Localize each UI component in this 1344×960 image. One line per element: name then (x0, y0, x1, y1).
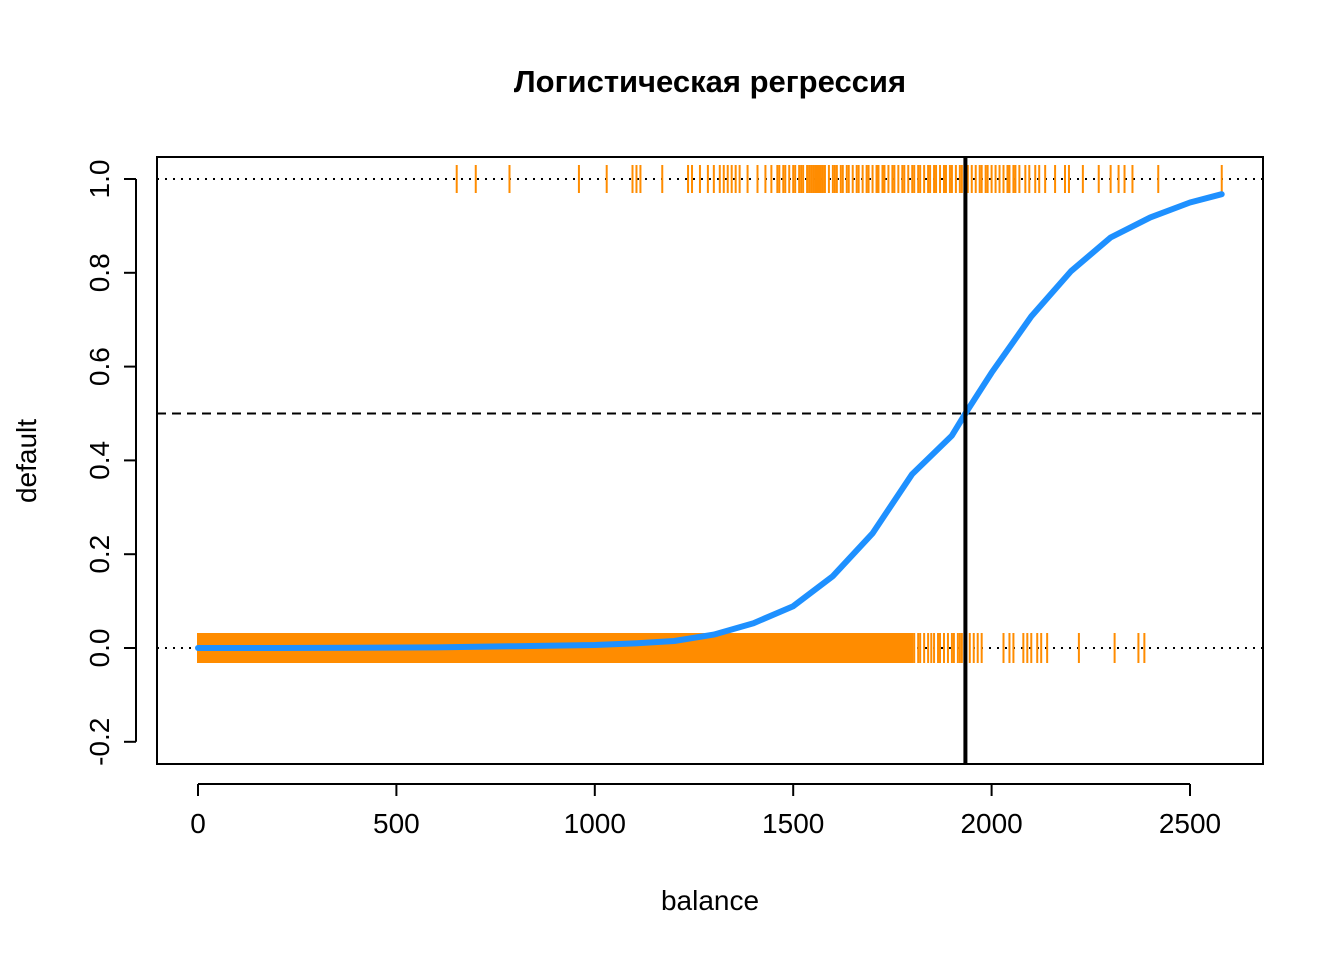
y-tick-label: -0.2 (84, 718, 115, 766)
fitted-curve (195, 191, 1225, 651)
x-tick-label: 500 (373, 808, 420, 839)
y-axis: -0.2 0.0 0.2 0.4 0.6 0.8 1.0 (84, 160, 137, 766)
x-tick-label: 1500 (762, 808, 824, 839)
y-axis-label: default (11, 419, 42, 503)
plot-frame (156, 156, 1264, 765)
x-tick-label: 2000 (960, 808, 1022, 839)
chart-title: Логистическая регрессия (514, 64, 906, 99)
y-tick-label: 0.4 (84, 441, 115, 480)
plot-area (157, 157, 1263, 764)
x-axis-label: balance (661, 885, 759, 916)
x-tick-label: 2500 (1159, 808, 1221, 839)
y-tick-label: 0.0 (84, 629, 115, 668)
x-axis: 0 500 1000 1500 2000 2500 (190, 783, 1221, 839)
y-tick-label: 0.8 (84, 253, 115, 292)
y-tick-label: 0.2 (84, 535, 115, 574)
x-tick-label: 1000 (564, 808, 626, 839)
y-tick-label: 0.6 (84, 347, 115, 386)
x-tick-label: 0 (190, 808, 206, 839)
y-tick-label: 1.0 (84, 160, 115, 199)
